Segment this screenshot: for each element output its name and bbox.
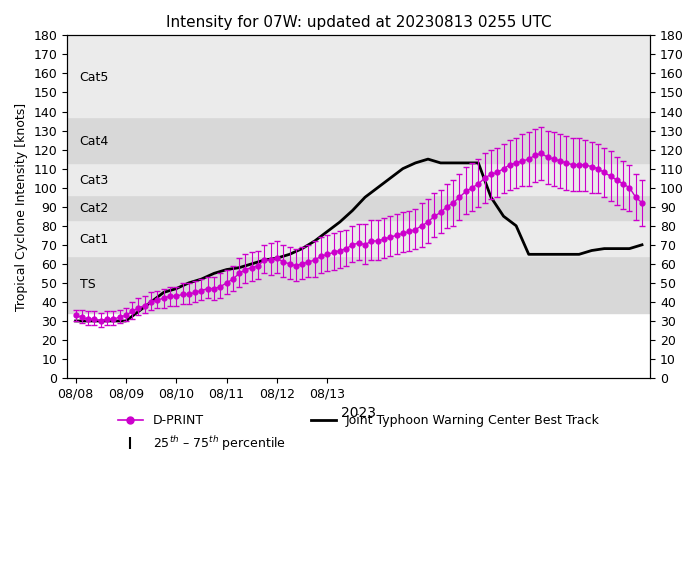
Bar — [67, 195, 650, 220]
Text: Cat5: Cat5 — [80, 71, 109, 84]
Y-axis label: Tropical Cyclone Intensity [knots]: Tropical Cyclone Intensity [knots] — [15, 103, 28, 311]
Text: Cat4: Cat4 — [80, 135, 109, 148]
Legend: D-PRINT, 25$^{th}$ – 75$^{th}$ percentile, Joint Typhoon Warning Center Best Tra: D-PRINT, 25$^{th}$ – 75$^{th}$ percentil… — [113, 409, 605, 457]
Text: Cat1: Cat1 — [80, 232, 109, 246]
Bar — [67, 220, 650, 256]
X-axis label: 2023: 2023 — [341, 407, 376, 420]
Bar — [67, 256, 650, 313]
Text: Cat2: Cat2 — [80, 202, 109, 215]
Text: Cat3: Cat3 — [80, 174, 109, 187]
Bar — [67, 117, 650, 163]
Text: TS: TS — [80, 278, 96, 291]
Bar — [67, 35, 650, 117]
Title: Intensity for 07W: updated at 20230813 0255 UTC: Intensity for 07W: updated at 20230813 0… — [166, 15, 552, 30]
Bar — [67, 163, 650, 195]
